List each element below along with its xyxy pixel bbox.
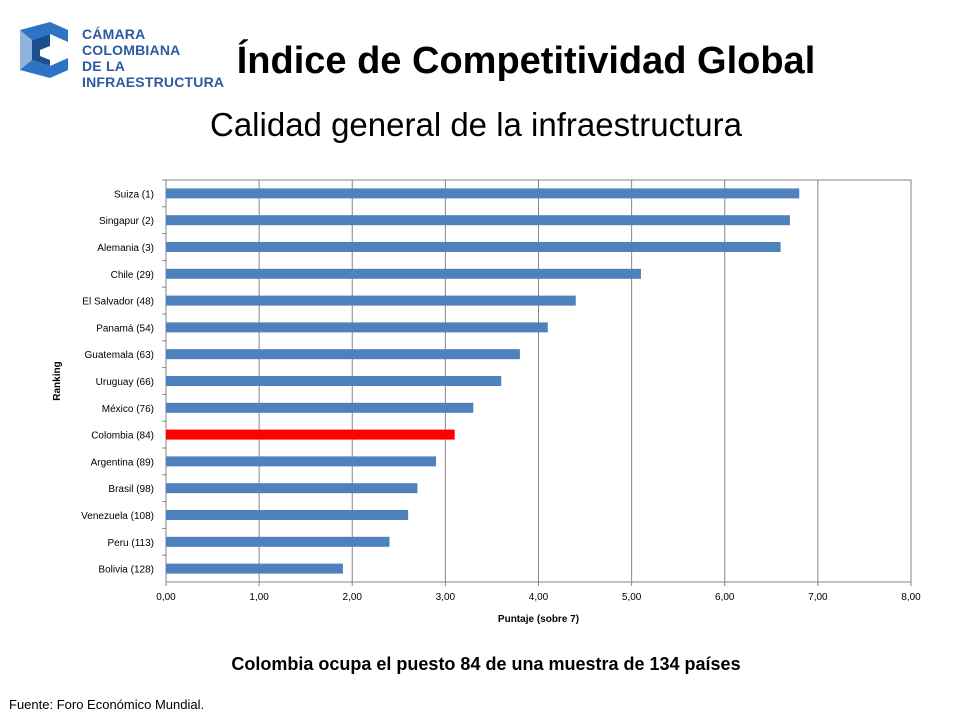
y-tick-label: Panamá (54) — [96, 323, 154, 334]
x-tick-label: 4,00 — [529, 592, 549, 603]
x-tick-label: 7,00 — [808, 592, 828, 603]
bar-highlight — [166, 429, 455, 440]
x-tick-label: 5,00 — [622, 592, 642, 603]
y-tick-label: Uruguay (66) — [96, 377, 154, 388]
y-tick-label: Suiza (1) — [114, 189, 154, 200]
bar — [166, 483, 418, 494]
bar — [166, 322, 548, 333]
y-axis-title: Ranking — [52, 361, 63, 400]
bar — [166, 376, 502, 386]
y-tick-label: El Salvador (48) — [82, 297, 154, 308]
y-tick-label: Chile (29) — [111, 270, 154, 281]
y-tick-label: Guatemala (63) — [85, 350, 154, 361]
bar — [166, 215, 790, 226]
bar — [166, 188, 800, 199]
y-tick-label: Argentina (89) — [91, 457, 154, 468]
x-tick-label: 2,00 — [343, 592, 363, 603]
y-tick-label: Alemania (3) — [97, 243, 154, 254]
y-tick-label: Peru (113) — [107, 538, 154, 549]
x-tick-label: 0,00 — [156, 592, 176, 603]
y-tick-label: Singapur (2) — [99, 216, 154, 227]
x-tick-label: 1,00 — [249, 592, 269, 603]
y-tick-label: Bolivia (128) — [98, 565, 154, 576]
bar — [166, 295, 576, 306]
bar-chart: 0,00 1,00 2,00 3,00 4,00 5,00 6,00 7,00 8,00 Suiz… — [52, 179, 921, 625]
bar — [166, 510, 409, 520]
chart-subtitle: Calidad general de la infraestructura — [210, 106, 742, 143]
logo-line-1: CÁMARA COLOMBIANA — [82, 26, 181, 58]
bar — [166, 349, 520, 360]
bar — [166, 563, 343, 574]
bar — [166, 402, 474, 413]
x-tick-label: 8,00 — [901, 592, 921, 603]
x-tick-label: 6,00 — [715, 592, 735, 603]
logo-line-2: DE LA INFRAESTRUCTURA — [82, 58, 225, 90]
x-tick-label: 3,00 — [436, 592, 456, 603]
bar — [166, 268, 641, 279]
logo: CÁMARA COLOMBIANA DE LA INFRAESTRUCTURA — [12, 20, 224, 90]
logo-text: CÁMARA COLOMBIANA DE LA INFRAESTRUCTURA — [82, 26, 224, 90]
y-tick-label: Venezuela (108) — [81, 511, 154, 522]
page-title: Índice de Competitividad Global — [236, 40, 816, 82]
chart-footnote: Colombia ocupa el puesto 84 de una muest… — [231, 654, 741, 674]
y-tick-label: México (76) — [102, 404, 154, 415]
bar — [166, 242, 781, 252]
logo-mark-icon — [20, 22, 68, 78]
bar — [166, 456, 437, 467]
source-note: Fuente: Foro Económico Mundial. — [9, 697, 205, 712]
y-tick-label: Brasil (98) — [108, 484, 154, 495]
x-axis-title: Puntaje (sobre 7) — [498, 614, 579, 625]
bar — [166, 536, 390, 547]
y-tick-label: Colombia (84) — [91, 431, 154, 442]
